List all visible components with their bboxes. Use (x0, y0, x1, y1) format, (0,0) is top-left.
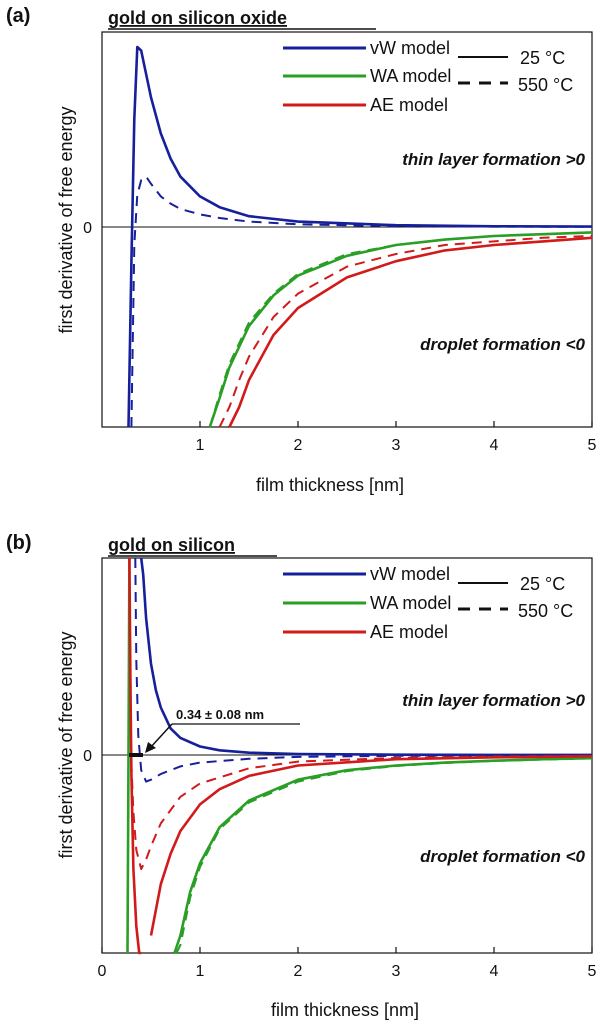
panel-a-plot-frame (101, 31, 593, 428)
panel-a-series-vw-25c (127, 45, 593, 428)
panel-b-title: gold on silicon (108, 535, 235, 555)
panel-b-legend: vW model WA model AE model 25 °C 550 °C (283, 564, 573, 642)
panel-b-xtick-label: 3 (392, 963, 401, 980)
panel-b-xtick-label: 2 (294, 963, 303, 980)
panel-b-series-vw-25c (139, 557, 592, 757)
panel-b-series (126, 557, 593, 955)
panel-b-x-label: film thickness [nm] (271, 1000, 419, 1020)
panel-a-ytick-0: 0 (83, 220, 92, 237)
legend-a-wa-label: WA model (370, 66, 451, 86)
panel-b-label: (b) (6, 532, 32, 554)
panel-a-legend: vW model WA model AE model 25 °C 550 °C (283, 38, 573, 115)
panel-b-series-ae-550c (128, 557, 593, 870)
panel-a-x-label: film thickness [nm] (256, 475, 404, 495)
panel-a: (a) gold on silicon oxide 0 1 2 3 4 5 film t… (6, 5, 597, 495)
legend-a-ae-label: AE model (370, 95, 448, 115)
panel-a-xtick-label: 2 (294, 437, 303, 454)
legend-b-dashed-label: 550 °C (518, 601, 573, 621)
panel-a-annotation-droplet: droplet formation <0 (420, 335, 585, 354)
panel-a-xtick-label: 1 (196, 437, 205, 454)
legend-b-solid-label: 25 °C (520, 574, 565, 594)
panel-b-xtick-label: 0 (98, 963, 107, 980)
panel-b-ytick-0: 0 (83, 748, 92, 765)
panel-a-xtick-label: 3 (392, 437, 401, 454)
panel-b-xtick-label: 4 (490, 963, 499, 980)
legend-a-vw-label: vW model (370, 38, 450, 58)
panel-b-y-label: first derivative of free energy (56, 631, 76, 858)
panel-b-annotation-thin-layer: thin layer formation >0 (402, 691, 585, 710)
panel-a-xtick-label: 5 (588, 437, 597, 454)
legend-b-wa-label: WA model (370, 593, 451, 613)
panel-b-thickness-annotation: 0.34 ± 0.08 nm (176, 707, 264, 722)
panel-b-annotation-droplet: droplet formation <0 (420, 847, 585, 866)
panel-b-xtick-label: 5 (588, 963, 597, 980)
panel-a-title: gold on silicon oxide (108, 8, 287, 28)
panel-b-series-wa-550c (175, 757, 593, 954)
panel-a-y-label: first derivative of free energy (56, 106, 76, 333)
panel-a-annotation-thin-layer: thin layer formation >0 (402, 150, 585, 169)
legend-a-solid-label: 25 °C (520, 48, 565, 68)
panel-a-series-ae-25c (228, 236, 593, 428)
panel-a-series (127, 45, 593, 428)
panel-b: (b) gold on silicon 0 0 1 2 3 4 5 film thickn… (6, 532, 597, 1020)
panel-b-series-vw-550c (134, 557, 593, 783)
panel-b-xtick-label: 1 (196, 963, 205, 980)
panel-a-series-vw-550c (130, 175, 593, 428)
legend-b-ae-label: AE model (370, 622, 448, 642)
legend-b-vw-label: vW model (370, 564, 450, 584)
panel-a-series-wa-550c (208, 231, 593, 428)
panel-b-x-ticks: 0 1 2 3 4 5 (98, 947, 597, 980)
panel-a-series-wa-25c (208, 231, 593, 428)
panel-b-arrow-line (149, 723, 173, 749)
legend-a-dashed-label: 550 °C (518, 75, 573, 95)
panel-a-label: (a) (6, 5, 30, 27)
panel-a-x-ticks: 1 2 3 4 5 (196, 421, 597, 454)
panel-a-xtick-label: 4 (490, 437, 499, 454)
panel-b-arrow-head (145, 742, 156, 753)
